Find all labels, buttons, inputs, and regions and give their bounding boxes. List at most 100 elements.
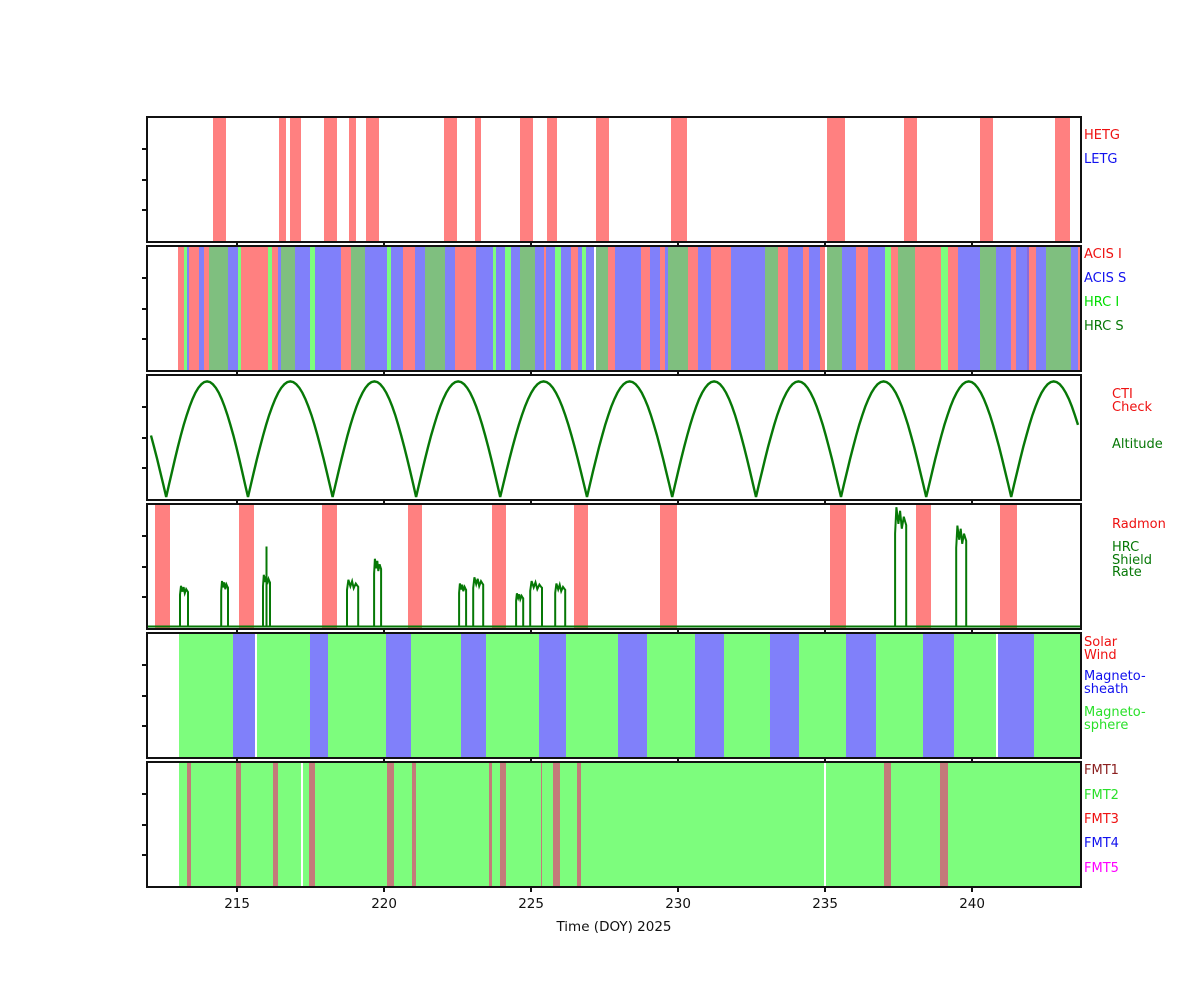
legend-text-line: Rate bbox=[1112, 565, 1142, 580]
instrument-segment-r bbox=[711, 247, 731, 370]
x-tick-mark bbox=[677, 888, 680, 892]
hetg-interval-bar bbox=[596, 118, 609, 241]
instrument-segment-b bbox=[958, 247, 981, 370]
regions-gap-line bbox=[255, 634, 258, 757]
radmon-disable-bar bbox=[660, 505, 678, 628]
hetg-interval-bar bbox=[904, 118, 918, 241]
instrument-segment-s bbox=[765, 247, 778, 370]
legend-radmon-radmon: Radmon bbox=[1112, 518, 1166, 532]
instrument-segment-r bbox=[403, 247, 415, 370]
instrument-segment-g bbox=[310, 247, 315, 370]
instrument-segment-r bbox=[272, 247, 278, 370]
instrument-segment-g bbox=[184, 247, 188, 370]
legend-text-line: Shield bbox=[1112, 552, 1152, 568]
panel-gratings bbox=[142, 116, 1082, 247]
instrument-segment-b bbox=[187, 247, 190, 370]
fmt-interval-bar bbox=[412, 763, 417, 886]
instrument-segment-b bbox=[415, 247, 425, 370]
legend-text-line: Altitude bbox=[1112, 437, 1163, 452]
instrument-segment-s bbox=[827, 247, 843, 370]
legend-text-line: Magneto- bbox=[1084, 669, 1146, 684]
hetg-interval-bar bbox=[349, 118, 357, 241]
legend-text-line: HETG bbox=[1084, 128, 1121, 143]
x-tick-label: 240 bbox=[959, 896, 985, 912]
hetg-interval-bar bbox=[290, 118, 302, 241]
legend-text-line: FMT4 bbox=[1084, 836, 1119, 851]
instrument-segment-g bbox=[885, 247, 891, 370]
hetg-interval-bar bbox=[324, 118, 337, 241]
regions-interval-bar bbox=[539, 634, 566, 757]
instrument-segment-r bbox=[1029, 247, 1037, 370]
legend-instruments-hrcs: HRC S bbox=[1084, 320, 1124, 334]
fmt-interval-bar bbox=[883, 763, 891, 886]
y-tick-mark bbox=[142, 209, 146, 212]
altitude-curve bbox=[149, 380, 1080, 498]
y-tick-mark bbox=[142, 338, 146, 341]
legend-instruments-aciss: ACIS S bbox=[1084, 272, 1126, 286]
instrument-segment-b bbox=[665, 247, 669, 370]
hetg-interval-bar bbox=[366, 118, 380, 241]
instrument-segment-g bbox=[268, 247, 273, 370]
fmt-interval-bar bbox=[273, 763, 278, 886]
y-tick-mark bbox=[142, 596, 146, 599]
instrument-segment-b bbox=[731, 247, 766, 370]
instrument-segment-b bbox=[615, 247, 642, 370]
instrument-segment-r bbox=[189, 247, 200, 370]
regions-interval-bar bbox=[233, 634, 256, 757]
x-tick-label: 215 bbox=[224, 896, 250, 912]
y-tick-mark bbox=[142, 565, 146, 568]
legend-text-line: FMT3 bbox=[1084, 812, 1119, 827]
legend-instruments-hrci: HRC I bbox=[1084, 296, 1119, 310]
legend-text-line: FMT1 bbox=[1084, 763, 1119, 778]
hrc-shield-rate-line bbox=[148, 507, 1080, 628]
instrument-segment-b bbox=[496, 247, 506, 370]
instrument-segment-b bbox=[278, 247, 282, 370]
legend-text-line: Check bbox=[1112, 399, 1152, 415]
instrument-segment-s bbox=[898, 247, 916, 370]
instrument-segment-b bbox=[868, 247, 886, 370]
legend-text-line: ACIS I bbox=[1084, 247, 1122, 262]
fmt-gap-line bbox=[824, 763, 826, 886]
radmon-disable-bar bbox=[916, 505, 932, 628]
radmon-disable-bar bbox=[155, 505, 171, 628]
hetg-interval-bar bbox=[520, 118, 534, 241]
radmon-disable-bar bbox=[408, 505, 422, 628]
instrument-segment-b bbox=[578, 247, 582, 370]
instrument-segment-g bbox=[555, 247, 562, 370]
legend-text-line: Solar bbox=[1084, 635, 1118, 650]
legend-altitude-cti-check: CTI Check bbox=[1112, 388, 1152, 415]
instrument-segment-r bbox=[1078, 247, 1080, 370]
instrument-segment-b bbox=[295, 247, 310, 370]
regions-interval-bar bbox=[618, 634, 647, 757]
fmt-interval-bar bbox=[500, 763, 507, 886]
instrument-segment-r bbox=[454, 247, 477, 370]
legend-text-line: HRC bbox=[1112, 540, 1140, 555]
instrument-segment-s bbox=[596, 247, 609, 370]
x-tick-mark bbox=[236, 888, 239, 892]
instrument-segment-g bbox=[387, 247, 392, 370]
legend-fmt-fmt5: FMT5 bbox=[1084, 862, 1119, 876]
instrument-segment-s bbox=[980, 247, 997, 370]
instrument-segment-r bbox=[204, 247, 210, 370]
y-tick-mark bbox=[142, 147, 146, 150]
instrument-segment-r bbox=[803, 247, 810, 370]
y-tick-mark bbox=[142, 467, 146, 470]
regions-interval-bar bbox=[461, 634, 487, 757]
instrument-segment-r bbox=[688, 247, 699, 370]
hetg-interval-bar bbox=[547, 118, 557, 241]
radmon-disable-bar bbox=[574, 505, 589, 628]
panel-fmt bbox=[142, 761, 1082, 892]
instrument-segment-s bbox=[351, 247, 365, 370]
x-tick-label: 235 bbox=[812, 896, 838, 912]
regions-interval-bar bbox=[386, 634, 412, 757]
regions-interval-bar bbox=[846, 634, 876, 757]
regions-interval-bar bbox=[310, 634, 329, 757]
instrument-segment-r bbox=[948, 247, 958, 370]
y-tick-mark bbox=[142, 854, 146, 857]
legend-radmon-hrc-shield-rate: HRC Shield Rate bbox=[1112, 540, 1152, 580]
legend-regions-magneto--sheath: Magneto-sheath bbox=[1084, 669, 1146, 696]
legend-text-line: FMT2 bbox=[1084, 788, 1119, 803]
panel-regions bbox=[142, 632, 1082, 763]
legend-altitude-altitude: Altitude bbox=[1112, 437, 1163, 452]
instrument-segment-g bbox=[493, 247, 497, 370]
